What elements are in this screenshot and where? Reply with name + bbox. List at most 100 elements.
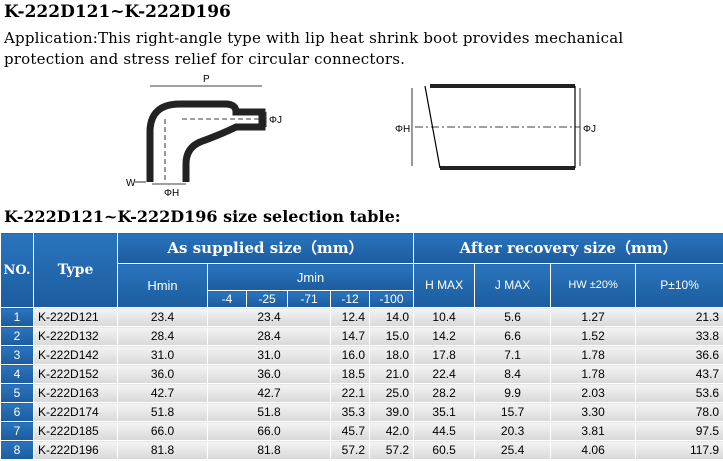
cell: 14.7 [330,326,370,346]
cell: 15.7 [474,402,552,422]
cell: 35.3 [330,402,370,422]
cell: 60.5 [413,440,476,460]
diagrams: P ΦJ W ΦH ΦH ΦJ [126,74,596,199]
cell: 51.8 [117,402,208,422]
cell: 2 [0,326,34,346]
cell: 36.0 [117,364,208,384]
cell: 57.2 [330,440,370,460]
application: Application:This right-angle type with l… [4,29,624,68]
cell: K-222D142 [33,345,118,365]
header-j-sub: -25 [246,290,288,308]
cell: 1.27 [550,307,637,327]
cell: 16.0 [330,345,370,365]
cell: 6 [0,402,34,422]
table-row: 4 K-222D152 36.0 36.0 18.5 21.0 22.4 8.4 1.78 43.… [0,364,723,384]
header-hw: HW ±20% [550,263,637,308]
cell: 3.81 [550,421,637,441]
cell: 15.0 [368,326,415,346]
cell: 3 [0,345,34,365]
cell: 78.0 [635,402,723,422]
cell: 39.0 [368,402,415,422]
cell: 1.78 [550,364,637,384]
cell: 36.6 [635,345,723,365]
cell: 17.8 [413,345,476,365]
cell: 14.2 [413,326,476,346]
header-type: Type [33,232,118,308]
cell: 1 [0,307,34,327]
label-h: ΦH [164,188,179,199]
header-jmin: Jmin [206,263,415,291]
cell: 7 [0,421,34,441]
cell: 23.4 [207,307,331,327]
cell: 8 [0,440,34,460]
cell: 36.0 [207,364,331,384]
cell: 6.6 [474,326,552,346]
cell: 2.03 [550,383,637,403]
cell: 4.06 [550,440,637,460]
cell: 18.0 [368,345,415,365]
header-j-sub: -100 [368,290,415,308]
cell: 28.2 [413,383,476,403]
cell: 14.0 [368,307,415,327]
cell: 97.5 [635,421,723,441]
header-j-sub: -71 [287,290,331,308]
cell: 9.9 [474,383,552,403]
header-j-sub: -12 [330,290,370,308]
header-supplied: As supplied size（mm） [116,232,415,264]
table-row: 6 K-222D174 51.8 51.8 35.3 39.0 35.1 15.7 3.30 78… [0,402,723,422]
cell: 1.52 [550,326,637,346]
cell: 12.4 [330,307,370,327]
cell: K-222D163 [33,383,118,403]
cell: 45.7 [330,421,370,441]
cell: 5.6 [474,307,552,327]
cell: 31.0 [117,345,208,365]
cell: 42.7 [117,383,208,403]
cell: 4 [0,364,34,384]
table-row: 8 K-222D196 81.8 81.8 57.2 57.2 60.5 25.4 4.06 11… [0,440,723,460]
cell: 28.4 [207,326,331,346]
cell: K-222D121 [33,307,118,327]
table-row: 2 K-222D132 28.4 28.4 14.7 15.0 14.2 6.6 1.52 33.… [0,326,723,346]
cell: 22.4 [413,364,476,384]
size-table: NO. Type As supplied size（mm） After recover… [0,232,723,460]
cell: 22.1 [330,383,370,403]
table-title: K-222D121~K-222D196 size selection table… [4,207,401,226]
header-h: H MAX [413,263,476,308]
cell: 21.3 [635,307,723,327]
cell: 57.2 [368,440,415,460]
label-j: ΦJ [269,115,282,126]
cell: 81.8 [117,440,208,460]
cell: 42.0 [368,421,415,441]
cell: 18.5 [330,364,370,384]
cell: 51.8 [207,402,331,422]
cell: 33.8 [635,326,723,346]
label-p: P [203,74,210,85]
cell: 31.0 [207,345,331,365]
cell: 10.4 [413,307,476,327]
cell: 42.7 [207,383,331,403]
cell: K-222D152 [33,364,118,384]
cell: 8.4 [474,364,552,384]
table-row: 3 K-222D142 31.0 31.0 16.0 18.0 17.8 7.1 1.78 36.… [0,345,723,365]
cell: 25.0 [368,383,415,403]
label-h: ΦH [395,124,410,135]
cell: 25.4 [474,440,552,460]
title: K-222D121~K-222D196 [4,2,231,22]
header-p: P±10% [635,263,723,308]
cell: K-222D132 [33,326,118,346]
cell: 53.6 [635,383,723,403]
header-hmin: Hmin [117,263,208,308]
table-row: 1 K-222D121 23.4 23.4 12.4 14.0 10.4 5.6 1.27 21.… [0,307,723,327]
cell: 81.8 [207,440,331,460]
cell: 35.1 [413,402,476,422]
cell: 1.78 [550,345,637,365]
header-no: NO. [0,232,34,308]
cell: 7.1 [474,345,552,365]
cell: K-222D196 [33,440,118,460]
cell: K-222D174 [33,402,118,422]
label-j: ΦJ [583,124,596,135]
cell: 5 [0,383,34,403]
cell: 23.4 [117,307,208,327]
cell: 28.4 [117,326,208,346]
